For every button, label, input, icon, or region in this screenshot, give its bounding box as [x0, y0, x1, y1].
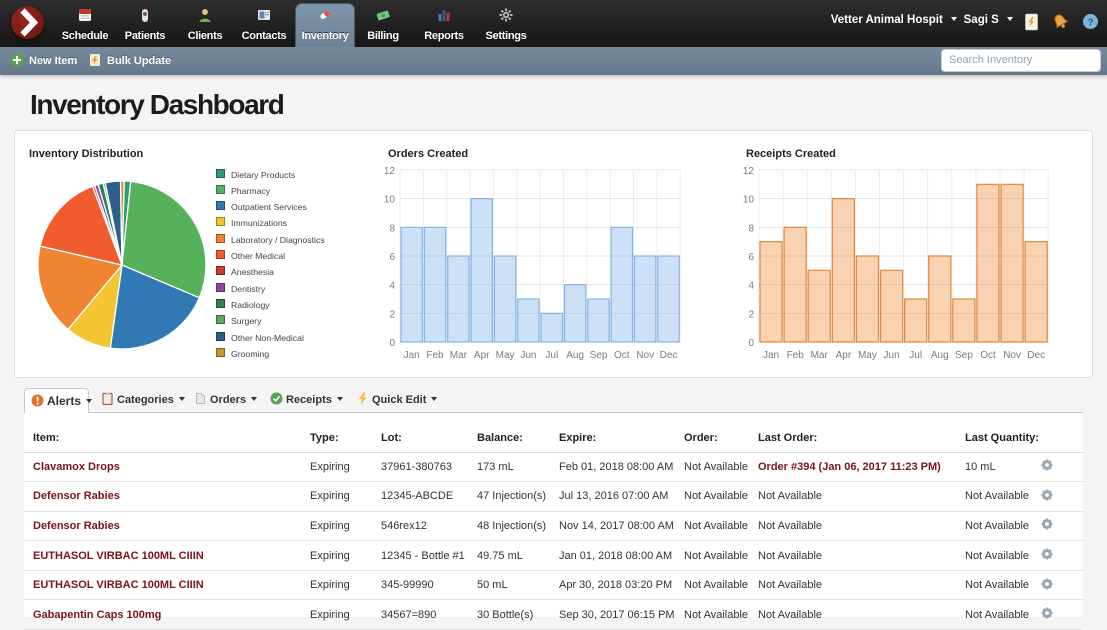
- svg-text:12: 12: [384, 166, 396, 177]
- svg-text:Oct: Oct: [980, 350, 996, 361]
- svg-text:10: 10: [743, 195, 755, 206]
- svg-text:8: 8: [748, 223, 754, 234]
- svg-text:4: 4: [748, 281, 754, 292]
- svg-text:Dec: Dec: [660, 350, 678, 361]
- svg-text:0: 0: [748, 338, 754, 349]
- svg-text:Mar: Mar: [450, 350, 468, 361]
- svg-text:May: May: [858, 350, 877, 361]
- svg-text:Jun: Jun: [520, 350, 536, 361]
- svg-text:Jul: Jul: [545, 350, 558, 361]
- svg-text:Jan: Jan: [404, 350, 420, 361]
- svg-text:10: 10: [384, 195, 396, 206]
- svg-text:Feb: Feb: [426, 350, 444, 361]
- svg-text:Jan: Jan: [763, 350, 779, 361]
- svg-text:Nov: Nov: [1003, 350, 1021, 361]
- svg-text:4: 4: [389, 281, 395, 292]
- svg-text:12: 12: [743, 166, 755, 177]
- svg-text:Apr: Apr: [474, 350, 490, 361]
- svg-text:Jun: Jun: [884, 350, 900, 361]
- svg-text:Apr: Apr: [836, 350, 852, 361]
- svg-text:Sep: Sep: [955, 350, 973, 361]
- svg-text:Nov: Nov: [636, 350, 654, 361]
- svg-text:6: 6: [748, 252, 754, 263]
- svg-text:Jul: Jul: [909, 350, 922, 361]
- svg-text:May: May: [496, 350, 515, 361]
- svg-text:Feb: Feb: [787, 350, 805, 361]
- svg-text:6: 6: [389, 252, 395, 263]
- svg-text:2: 2: [389, 309, 395, 320]
- svg-text:Aug: Aug: [931, 350, 949, 361]
- svg-text:?: ?: [1087, 18, 1093, 29]
- svg-text:Aug: Aug: [566, 350, 584, 361]
- svg-text:Dec: Dec: [1027, 350, 1045, 361]
- svg-text:Sep: Sep: [590, 350, 608, 361]
- svg-text:Oct: Oct: [614, 350, 630, 361]
- svg-text:Mar: Mar: [811, 350, 829, 361]
- svg-text:2: 2: [748, 309, 754, 320]
- svg-text:0: 0: [389, 338, 395, 349]
- svg-text:8: 8: [389, 223, 395, 234]
